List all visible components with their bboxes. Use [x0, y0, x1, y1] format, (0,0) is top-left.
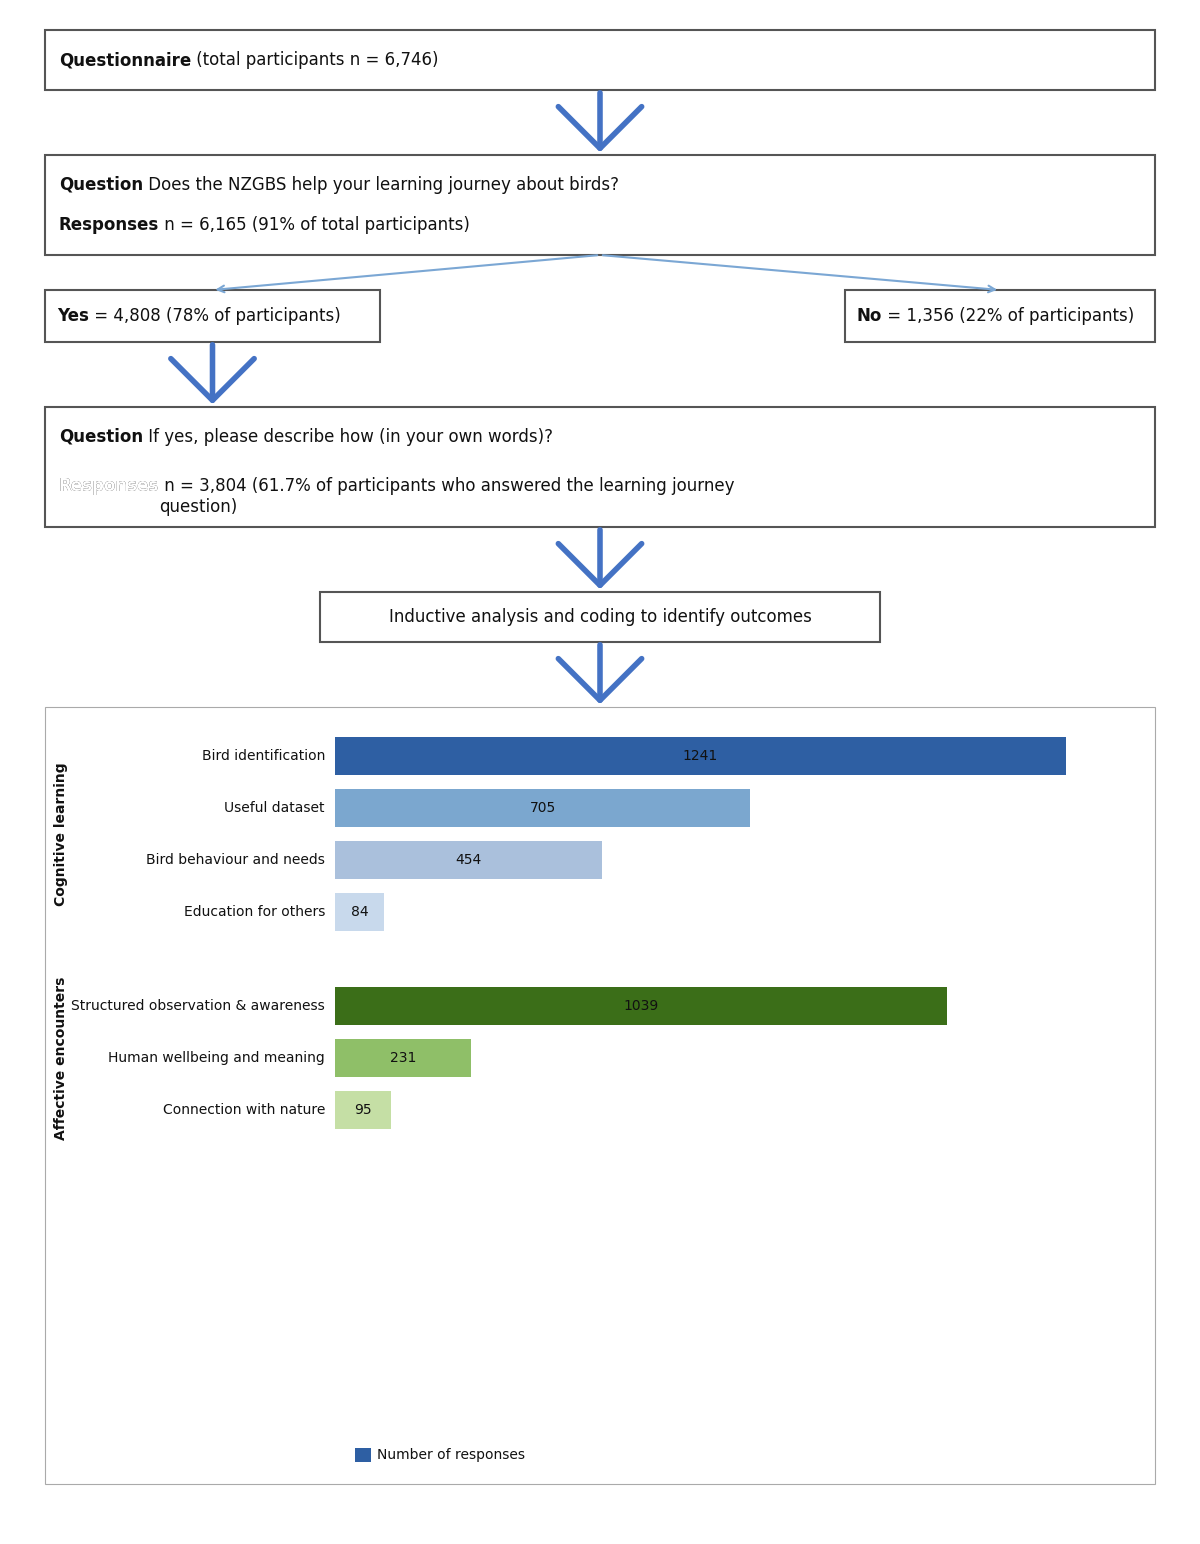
Bar [46, 408, 1154, 527]
Text: Cognitive learning: Cognitive learning [54, 763, 68, 906]
Text: 454: 454 [456, 852, 482, 868]
Text: Bird identification: Bird identification [202, 749, 325, 763]
Text: Useful dataset: Useful dataset [224, 801, 325, 815]
Bar [46, 290, 380, 343]
Bar [335, 736, 1066, 775]
Bar [46, 29, 1154, 90]
Text: Number of responses: Number of responses [377, 1448, 526, 1462]
Bar [335, 1039, 472, 1078]
Bar [320, 591, 880, 642]
Bar [335, 841, 602, 879]
Text: Structured observation & awareness: Structured observation & awareness [71, 999, 325, 1013]
Text: Questionnaire: Questionnaire [59, 51, 191, 69]
Text: Affective encounters: Affective encounters [54, 976, 68, 1139]
Bar [335, 892, 384, 931]
Text: Human wellbeing and meaning: Human wellbeing and meaning [108, 1051, 325, 1065]
Text: Yes: Yes [58, 307, 89, 324]
Text: = 1,356 (22% of participants): = 1,356 (22% of participants) [882, 307, 1135, 324]
Text: Question: Question [59, 428, 143, 446]
Bar [335, 789, 750, 828]
Text: n = 6,165 (91% of total participants): n = 6,165 (91% of total participants) [160, 216, 470, 235]
Text: Responses: Responses [59, 216, 160, 235]
Bar [46, 154, 1154, 255]
Text: Responses: Responses [59, 477, 160, 496]
Bar [355, 1448, 371, 1462]
Bar [845, 290, 1154, 343]
Text: 231: 231 [390, 1051, 416, 1065]
Text: 1039: 1039 [623, 999, 659, 1013]
Text: Education for others: Education for others [184, 905, 325, 919]
Bar [335, 987, 947, 1025]
Text: Responses: Responses [59, 477, 160, 496]
Bar [335, 1092, 391, 1129]
Text: 1241: 1241 [683, 749, 718, 763]
Text: 705: 705 [529, 801, 556, 815]
Text: = 4,808 (78% of participants): = 4,808 (78% of participants) [89, 307, 341, 324]
Text: Does the NZGBS help your learning journey about birds?: Does the NZGBS help your learning journe… [143, 176, 619, 195]
Text: Bird behaviour and needs: Bird behaviour and needs [146, 852, 325, 868]
Text: Inductive analysis and coding to identify outcomes: Inductive analysis and coding to identif… [389, 608, 811, 625]
Text: 95: 95 [354, 1102, 372, 1116]
Text: Connection with nature: Connection with nature [163, 1102, 325, 1116]
Text: (total participants n = 6,746): (total participants n = 6,746) [191, 51, 439, 69]
Text: No: No [857, 307, 882, 324]
Text: Question: Question [59, 176, 143, 195]
Text: 84: 84 [350, 905, 368, 919]
Text: n = 3,804 (61.7% of participants who answered the learning journey
question): n = 3,804 (61.7% of participants who ans… [160, 477, 734, 516]
Text: If yes, please describe how (in your own words)?: If yes, please describe how (in your own… [143, 428, 553, 446]
Bar [46, 707, 1154, 1484]
